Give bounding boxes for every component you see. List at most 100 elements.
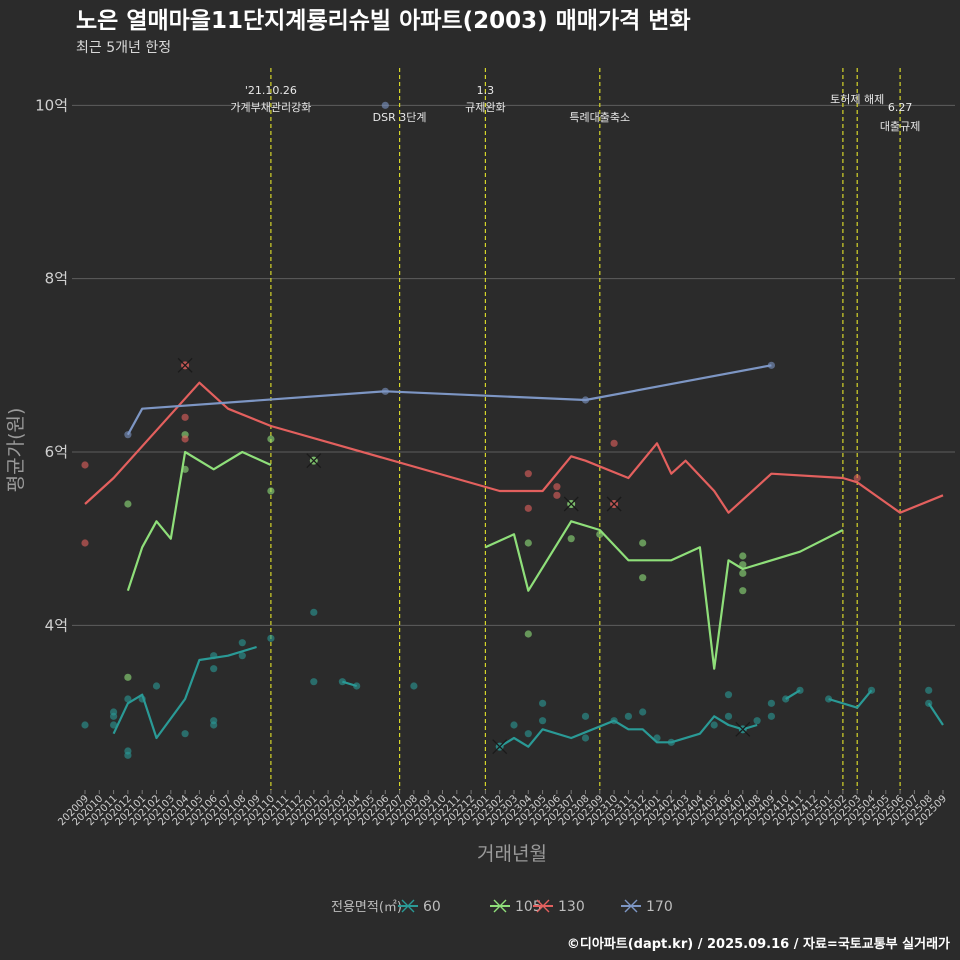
data-point-130 bbox=[181, 435, 189, 443]
data-point-170 bbox=[124, 431, 132, 439]
series-line-60 bbox=[112, 645, 257, 740]
data-point-105 bbox=[639, 539, 647, 547]
series-line-130 bbox=[84, 381, 944, 514]
data-point-60 bbox=[782, 695, 790, 703]
data-point-60 bbox=[267, 634, 275, 642]
data-point-60 bbox=[539, 717, 547, 725]
data-point-60 bbox=[753, 717, 761, 725]
data-point-60 bbox=[310, 608, 318, 616]
data-point-130 bbox=[81, 461, 89, 469]
series-line-60 bbox=[828, 689, 873, 709]
caption: ©디아파트(dapt.kr) / 2025.09.16 / 자료=국토교통부 실… bbox=[567, 936, 950, 952]
data-point-60 bbox=[724, 712, 733, 720]
data-point-130 bbox=[553, 491, 561, 499]
data-point-130 bbox=[181, 413, 189, 421]
data-point-60 bbox=[581, 712, 590, 720]
data-point-60 bbox=[610, 717, 618, 725]
legend-key-cross bbox=[536, 899, 550, 913]
cancelled-mark-105 bbox=[306, 453, 322, 469]
data-point-60 bbox=[653, 734, 661, 742]
legend-key-cross bbox=[493, 899, 507, 913]
data-point-60 bbox=[338, 678, 346, 686]
data-point-105 bbox=[524, 630, 532, 638]
y-tick-label: 4억 bbox=[45, 616, 68, 634]
data-point-60 bbox=[210, 652, 218, 660]
annotation-text: 토허제 해제 bbox=[830, 92, 884, 106]
data-point-170 bbox=[581, 396, 590, 404]
series-105 bbox=[124, 431, 844, 681]
data-point-105 bbox=[596, 530, 604, 538]
annotation-text: 규제완화 bbox=[465, 101, 505, 114]
data-point-60 bbox=[925, 699, 933, 707]
data-point-130 bbox=[553, 483, 561, 491]
data-point-105 bbox=[124, 673, 132, 681]
series-line-105 bbox=[126, 450, 272, 592]
data-point-105 bbox=[567, 535, 575, 543]
data-point-60 bbox=[724, 691, 733, 699]
chart-subtitle: 최근 5개년 한정 bbox=[76, 40, 171, 56]
policy-lines bbox=[270, 68, 901, 790]
legend-label-60: 60 bbox=[423, 899, 441, 915]
data-point-60 bbox=[310, 678, 318, 686]
data-point-130 bbox=[81, 539, 89, 547]
annotation-text: 대출규제 bbox=[880, 120, 920, 133]
y-tick-label: 8억 bbox=[45, 270, 68, 288]
x-axis-title: 거래년월 bbox=[477, 843, 547, 865]
data-point-105 bbox=[739, 587, 747, 595]
data-point-60 bbox=[825, 695, 833, 703]
data-point-105 bbox=[639, 574, 647, 582]
data-point-60 bbox=[210, 721, 218, 729]
data-point-105 bbox=[739, 552, 747, 560]
data-point-60 bbox=[110, 712, 118, 720]
data-point-130 bbox=[853, 474, 861, 482]
data-point-60 bbox=[767, 712, 776, 720]
data-point-105 bbox=[739, 561, 747, 569]
legend-label-170: 170 bbox=[646, 899, 673, 915]
data-point-60 bbox=[796, 686, 804, 694]
cancelled-mark-60 bbox=[492, 739, 508, 755]
data-point-105 bbox=[124, 500, 132, 508]
data-point-60 bbox=[767, 699, 776, 707]
y-tick-label: 6억 bbox=[45, 443, 68, 461]
data-point-130 bbox=[524, 504, 532, 512]
y-tick-label: 10억 bbox=[35, 96, 68, 114]
cancelled-mark-105 bbox=[563, 496, 579, 512]
data-point-60 bbox=[238, 639, 246, 647]
chart-title: 노은 열매마을11단지계룡리슈빌 아파트(2003) 매매가격 변화 bbox=[76, 8, 691, 34]
data-point-130 bbox=[610, 439, 618, 447]
data-point-60 bbox=[639, 708, 647, 716]
legend-key-cross bbox=[401, 899, 415, 913]
data-point-170 bbox=[767, 361, 776, 369]
data-point-60 bbox=[124, 695, 132, 703]
annotation-text: 1.3 bbox=[477, 84, 495, 97]
series-line-60 bbox=[499, 715, 758, 748]
data-point-60 bbox=[210, 665, 218, 673]
data-point-60 bbox=[81, 721, 89, 729]
y-axis-ticks: 4억 6억 8억 10억 bbox=[35, 96, 68, 634]
gridlines bbox=[72, 104, 955, 626]
legend: 전용면적(㎡) 60 105 130 170 bbox=[331, 899, 673, 915]
data-point-60 bbox=[110, 721, 118, 729]
data-point-105 bbox=[181, 465, 189, 473]
data-point-60 bbox=[867, 686, 876, 694]
cancelled-mark-130 bbox=[606, 496, 622, 512]
series-line-105 bbox=[484, 520, 844, 670]
annotation-text: 가계부채관리강화 bbox=[230, 101, 311, 114]
y-axis-title: 평균가(원) bbox=[5, 408, 27, 493]
data-point-60 bbox=[539, 699, 547, 707]
annotation-text: 특례대출축소 bbox=[569, 111, 630, 124]
series-line-170 bbox=[126, 364, 772, 436]
data-point-60 bbox=[238, 652, 246, 660]
data-point-60 bbox=[667, 738, 675, 746]
data-point-60 bbox=[524, 730, 532, 738]
data-point-105 bbox=[524, 539, 532, 547]
series-line-60 bbox=[927, 702, 944, 726]
cancelled-mark-60 bbox=[735, 721, 751, 737]
annotation-text: DSR 3단계 bbox=[373, 111, 427, 124]
data-point-60 bbox=[138, 695, 146, 703]
data-point-60 bbox=[510, 721, 518, 729]
data-point-60 bbox=[624, 712, 633, 720]
legend-label-105: 105 bbox=[515, 899, 542, 915]
data-point-130 bbox=[524, 470, 532, 478]
